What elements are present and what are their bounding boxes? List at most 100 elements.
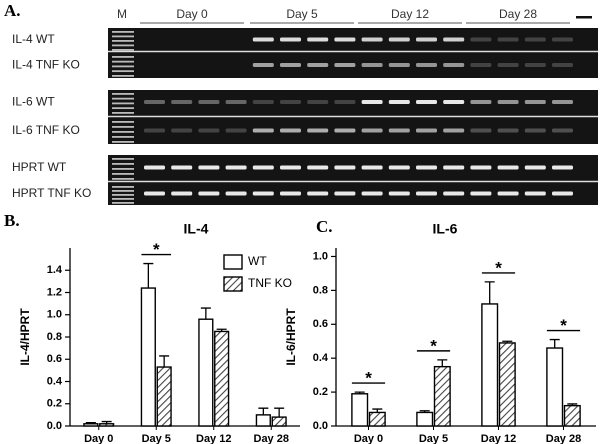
band xyxy=(307,63,329,67)
band xyxy=(307,165,329,170)
bar xyxy=(368,411,386,427)
band xyxy=(171,165,193,170)
error-bar xyxy=(159,355,170,368)
bar xyxy=(563,404,581,427)
band xyxy=(497,191,519,196)
error-bar xyxy=(502,340,513,343)
ladder-band xyxy=(112,56,134,58)
row-label: HPRT WT xyxy=(12,160,67,174)
band xyxy=(198,100,220,104)
dash xyxy=(576,16,592,19)
band xyxy=(524,191,546,196)
band xyxy=(307,128,329,133)
band xyxy=(470,37,492,42)
band xyxy=(552,63,573,67)
bar xyxy=(255,414,271,427)
band xyxy=(144,128,165,133)
y-tick-label: 0.0 xyxy=(47,420,62,432)
band xyxy=(171,191,193,196)
band xyxy=(144,191,165,196)
legend-swatch xyxy=(223,276,243,292)
band xyxy=(225,165,247,170)
error-bar xyxy=(258,407,269,415)
y-tick-label: 0.4 xyxy=(313,352,329,364)
significance-star: * xyxy=(365,369,372,388)
band xyxy=(361,37,383,42)
ladder-band xyxy=(112,131,134,133)
band xyxy=(334,63,356,67)
legend-label: WT xyxy=(248,254,267,268)
band xyxy=(252,128,274,133)
ladder-band xyxy=(112,65,134,68)
band xyxy=(552,100,573,104)
band xyxy=(443,191,465,196)
band xyxy=(388,63,410,67)
ladder-band xyxy=(112,198,134,200)
band xyxy=(280,100,301,104)
panel-label: A. xyxy=(4,1,21,20)
band xyxy=(307,37,329,42)
band xyxy=(524,128,546,133)
bar xyxy=(156,366,172,427)
bar xyxy=(198,318,214,427)
legend-label: TNF KO xyxy=(248,276,292,290)
bar xyxy=(214,330,230,427)
ladder-band xyxy=(112,186,134,188)
x-tick-label: Day 12 xyxy=(196,433,231,444)
band xyxy=(361,165,383,170)
y-axis-label: IL-6/HPRT xyxy=(284,308,298,366)
band xyxy=(524,165,546,170)
bar xyxy=(481,303,499,427)
chart-title: IL-4 xyxy=(184,221,209,237)
ladder-band xyxy=(112,126,134,128)
band xyxy=(443,63,465,67)
ladder-band xyxy=(112,194,134,196)
day-header: Day 28 xyxy=(499,7,537,21)
ladder-band xyxy=(112,35,134,38)
error-bar xyxy=(354,391,365,394)
error-bar xyxy=(143,262,154,289)
band xyxy=(388,37,410,42)
band xyxy=(225,100,247,104)
band xyxy=(388,165,410,170)
day-header: Day 0 xyxy=(176,7,208,21)
row-label: IL-6 WT xyxy=(12,95,55,109)
bar xyxy=(416,411,434,427)
error-bar xyxy=(274,407,285,418)
error-bar xyxy=(437,359,448,367)
band xyxy=(416,100,437,104)
y-tick-label: 0.6 xyxy=(313,318,328,330)
significance-star: * xyxy=(430,336,437,355)
band xyxy=(416,191,437,196)
error-bar xyxy=(419,410,430,413)
y-tick-label: 0.6 xyxy=(47,353,62,365)
error-bar xyxy=(101,420,112,424)
ladder-band xyxy=(112,173,134,175)
band xyxy=(198,128,220,133)
ladder-band xyxy=(112,49,134,51)
band xyxy=(552,37,573,42)
y-tick-label: 1.0 xyxy=(313,250,328,262)
ladder-band xyxy=(112,112,134,114)
y-tick-label: 1.4 xyxy=(47,264,63,276)
y-tick-label: 0.2 xyxy=(47,398,62,410)
band xyxy=(524,63,546,67)
ladder-band xyxy=(112,158,134,160)
band xyxy=(552,128,573,133)
band xyxy=(470,191,492,196)
error-bar xyxy=(567,403,578,406)
error-bar xyxy=(484,281,495,304)
ladder-band xyxy=(112,141,134,143)
y-tick-label: 0.4 xyxy=(47,375,63,387)
bar xyxy=(140,287,156,427)
band xyxy=(416,165,437,170)
band xyxy=(388,191,410,196)
gel-block xyxy=(108,28,598,78)
band xyxy=(307,191,329,196)
band xyxy=(280,37,301,42)
band xyxy=(497,128,519,133)
band xyxy=(252,63,274,67)
band xyxy=(524,100,546,104)
band xyxy=(470,100,492,104)
